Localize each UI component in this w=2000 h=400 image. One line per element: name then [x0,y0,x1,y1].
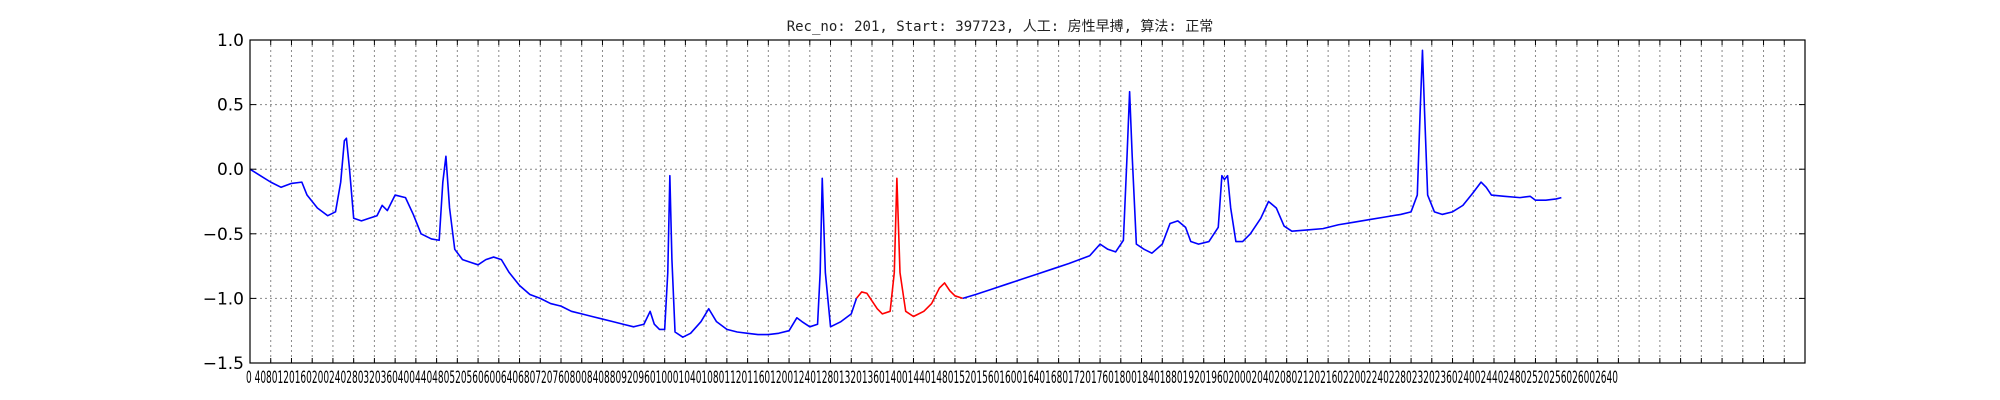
series-line-1 [249,137,858,338]
y-axis: 1.0 0.5 0.0 −0.5 −1.0 −1.5 [203,31,1805,374]
series-line-2 [855,177,963,318]
y-tick-label: −1.5 [203,354,244,374]
y-tick-label: 0.0 [217,160,244,180]
grid-layer [249,40,1806,363]
chart-title: Rec_no: 201, Start: 397723, 人工: 房性早搏, 算法… [787,18,1214,35]
y-tick-label: −0.5 [203,225,244,245]
x-tick-labels: 0 40801201602002402803203604004404805205… [246,368,1618,388]
y-tick-label: 0.5 [217,96,244,116]
y-tick-label: −1.0 [203,289,244,309]
series-layer [249,49,1562,338]
series-line-3 [962,49,1562,300]
plot-frame [249,39,1806,364]
y-tick-label: 1.0 [217,31,244,51]
